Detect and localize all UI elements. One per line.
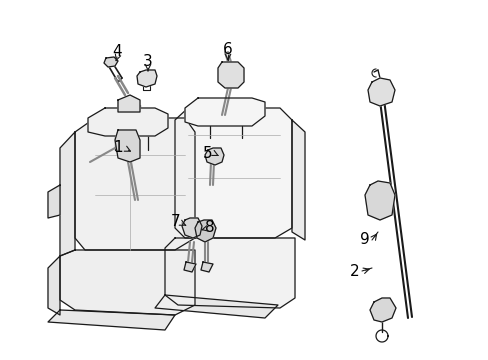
Polygon shape [291,120,305,240]
Text: 8: 8 [205,220,214,235]
Polygon shape [88,108,168,136]
Polygon shape [75,118,195,250]
Text: 2: 2 [349,265,359,279]
Text: 5: 5 [203,145,212,161]
Polygon shape [115,130,140,162]
Polygon shape [195,220,216,242]
Polygon shape [183,262,196,272]
Text: 3: 3 [143,54,153,69]
Polygon shape [155,295,278,318]
Text: 9: 9 [359,233,369,248]
Polygon shape [48,310,175,330]
Polygon shape [104,57,118,67]
Text: 1: 1 [113,140,122,156]
Text: 7: 7 [171,215,181,230]
Polygon shape [164,238,294,308]
Polygon shape [218,62,244,88]
Polygon shape [364,181,394,220]
Polygon shape [48,256,60,315]
Polygon shape [60,250,195,315]
Polygon shape [201,262,213,272]
Polygon shape [182,218,202,238]
Polygon shape [369,298,395,322]
Text: 4: 4 [112,45,122,59]
Polygon shape [118,95,140,112]
Polygon shape [60,132,75,256]
Polygon shape [175,108,291,238]
Text: 6: 6 [223,42,232,58]
Polygon shape [184,98,264,126]
Polygon shape [367,78,394,106]
Polygon shape [137,70,157,87]
Polygon shape [204,148,224,165]
Polygon shape [48,185,60,218]
